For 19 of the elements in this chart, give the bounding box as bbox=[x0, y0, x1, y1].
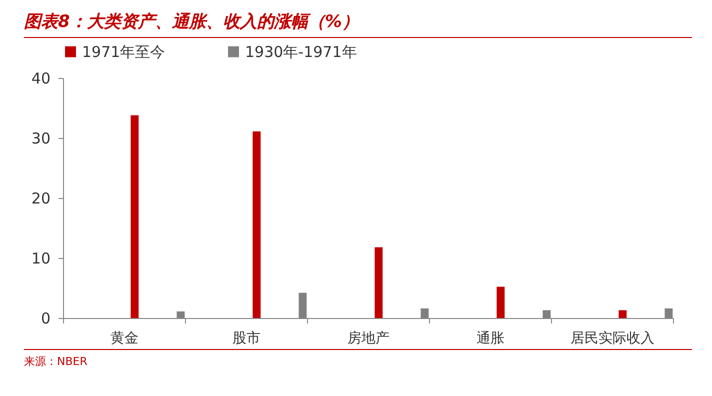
y-tick-label: 0 bbox=[40, 310, 50, 328]
y-tick-label: 20 bbox=[31, 190, 50, 208]
bar bbox=[252, 131, 261, 318]
y-tick-label: 40 bbox=[31, 70, 50, 88]
x-tick-label: 房地产 bbox=[348, 330, 390, 346]
bar bbox=[496, 286, 505, 318]
x-tick-label: 股市 bbox=[232, 330, 260, 346]
chart-title: 图表8：大类资产、通胀、收入的涨幅（%） bbox=[24, 10, 692, 38]
x-tick-label: 黄金 bbox=[110, 330, 138, 346]
x-tick-label: 居民实际收入 bbox=[570, 330, 654, 346]
bar bbox=[130, 115, 139, 318]
bar bbox=[374, 247, 383, 318]
bar bbox=[618, 310, 627, 318]
x-tick-label: 通胀 bbox=[476, 330, 504, 346]
source-note: 来源：NBER bbox=[24, 349, 692, 369]
legend-label: 1971年至今 bbox=[82, 42, 166, 61]
y-tick-label: 10 bbox=[31, 250, 50, 268]
legend-label: 1930年-1971年 bbox=[245, 42, 357, 61]
y-tick-label: 30 bbox=[31, 130, 50, 148]
